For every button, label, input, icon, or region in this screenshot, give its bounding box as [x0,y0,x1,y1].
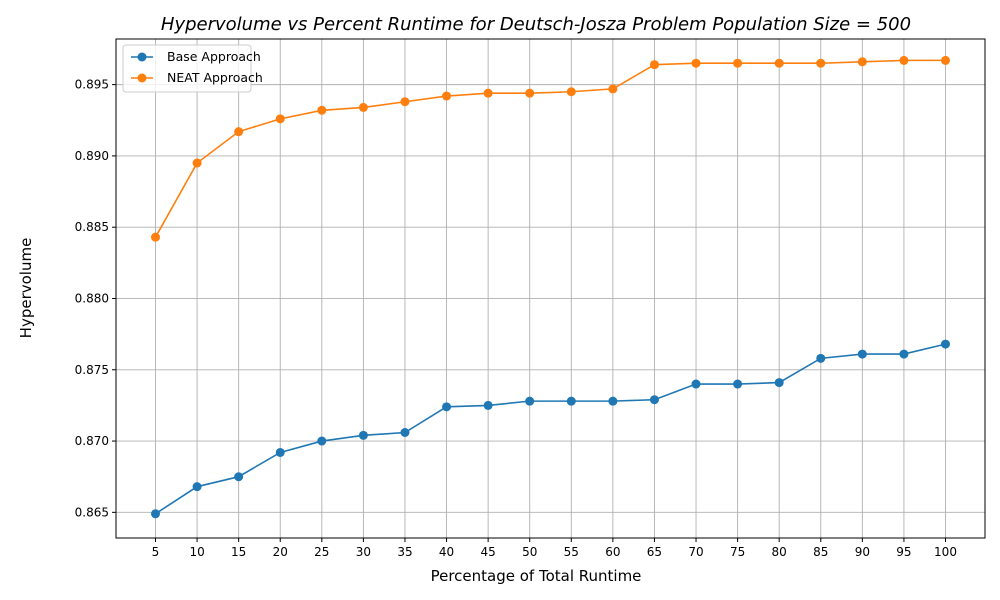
y-tick-label: 0.890 [75,149,109,163]
x-tick-label: 85 [813,545,828,559]
x-tick-label: 5 [152,545,160,559]
data-point-neat [317,105,327,115]
data-point-base [899,349,909,359]
data-point-neat [816,58,826,68]
x-tick-label: 30 [356,545,371,559]
y-axis-label: Hypervolume [17,238,35,339]
data-point-base [816,353,826,363]
x-tick-label: 45 [480,545,495,559]
data-point-neat [442,91,452,101]
data-point-base [358,430,368,440]
y-tick-label: 0.865 [75,505,109,519]
x-axis-ticks: 5 10 15 20 25 30 35 40 45 50 55 60 65 70 75 80 85 90 95 100 [152,538,957,559]
legend: Base Approach NEAT Approach [122,44,263,93]
x-tick-label: 65 [647,545,662,559]
data-point-neat [857,57,867,67]
x-tick-label: 55 [564,545,579,559]
data-point-base [234,472,244,482]
data-point-base [774,378,784,388]
data-point-neat [525,88,535,98]
data-point-base [442,402,452,412]
data-point-neat [275,114,285,124]
legend-label-neat: NEAT Approach [167,70,263,85]
legend-box [122,44,252,93]
x-tick-label: 10 [189,545,204,559]
x-tick-label: 60 [605,545,620,559]
data-point-base [275,447,285,457]
data-point-neat [566,87,576,97]
data-point-neat [649,60,659,70]
x-tick-label: 50 [522,545,537,559]
x-tick-label: 25 [314,545,329,559]
data-point-base [857,349,867,359]
data-point-neat [941,55,950,65]
y-tick-label: 0.880 [75,291,109,305]
data-point-neat [774,58,784,68]
data-point-neat [151,232,160,242]
x-tick-label: 20 [273,545,288,559]
x-axis-label: Percentage of Total Runtime [431,567,642,585]
data-point-base [151,509,160,519]
y-tick-label: 0.875 [75,363,109,377]
data-point-base [691,379,701,389]
x-tick-label: 70 [688,545,703,559]
data-point-base [192,482,202,492]
data-point-base [525,396,535,406]
x-tick-label: 35 [397,545,412,559]
x-tick-label: 75 [730,545,745,559]
legend-marker-neat [137,73,147,83]
y-tick-label: 0.870 [75,434,109,448]
data-point-neat [733,58,743,68]
x-tick-label: 15 [231,545,246,559]
data-point-base [733,379,743,389]
y-tick-label: 0.885 [75,220,109,234]
series-line-base [155,343,946,515]
data-point-base [608,396,618,406]
data-point-base [941,339,950,349]
data-point-neat [358,102,368,112]
data-point-neat [192,158,202,168]
data-point-neat [608,84,618,94]
data-point-neat [899,55,909,65]
plot-frame [115,38,986,539]
grid-lines [116,39,985,538]
x-tick-label: 95 [896,545,911,559]
x-tick-label: 90 [855,545,870,559]
data-point-neat [400,97,410,107]
x-tick-label: 80 [772,545,787,559]
series-layer [151,55,950,519]
x-tick-label: 40 [439,545,454,559]
data-point-base [649,395,659,405]
data-point-neat [234,127,244,137]
series-line-neat [154,59,946,238]
data-point-base [483,400,493,410]
data-point-base [566,396,576,406]
legend-label-base: Base Approach [167,49,261,64]
data-point-neat [483,88,493,98]
legend-marker-base [137,52,147,62]
data-point-neat [691,58,701,68]
data-point-base [317,436,327,446]
y-axis-ticks: 0.865 0.870 0.875 0.880 0.885 0.890 0.895 [75,78,116,519]
chart-title: Hypervolume vs Percent Runtime for Deuts… [161,14,911,35]
y-tick-label: 0.895 [75,78,109,92]
data-point-base [400,427,410,437]
x-tick-label: 100 [934,545,957,559]
